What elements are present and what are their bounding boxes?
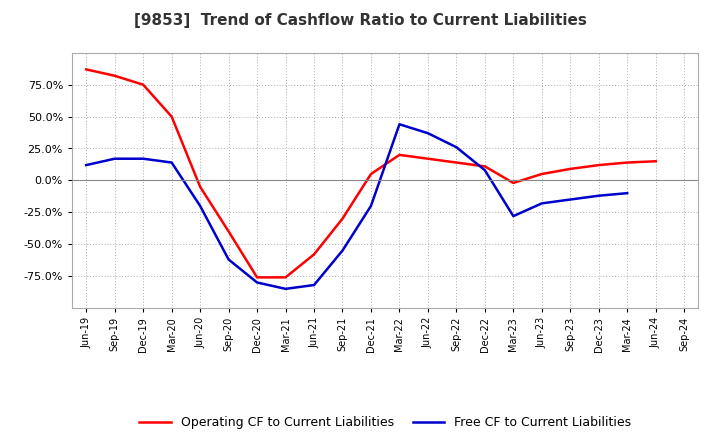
Free CF to Current Liabilities xyxy=(395,121,404,127)
Free CF to Current Liabilities xyxy=(509,213,518,219)
Operating CF to Current Liabilities xyxy=(366,171,375,176)
Free CF to Current Liabilities xyxy=(595,193,603,198)
Operating CF to Current Liabilities xyxy=(480,164,489,169)
Free CF to Current Liabilities xyxy=(225,257,233,262)
Free CF to Current Liabilities xyxy=(253,280,261,285)
Operating CF to Current Liabilities xyxy=(452,160,461,165)
Free CF to Current Liabilities xyxy=(196,203,204,209)
Free CF to Current Liabilities xyxy=(282,286,290,292)
Operating CF to Current Liabilities xyxy=(566,166,575,172)
Operating CF to Current Liabilities xyxy=(537,171,546,176)
Free CF to Current Liabilities xyxy=(167,160,176,165)
Free CF to Current Liabilities xyxy=(139,156,148,161)
Operating CF to Current Liabilities xyxy=(282,275,290,280)
Operating CF to Current Liabilities xyxy=(167,114,176,119)
Operating CF to Current Liabilities xyxy=(423,156,432,161)
Text: [9853]  Trend of Cashflow Ratio to Current Liabilities: [9853] Trend of Cashflow Ratio to Curren… xyxy=(134,13,586,28)
Operating CF to Current Liabilities xyxy=(310,252,318,257)
Operating CF to Current Liabilities xyxy=(338,216,347,221)
Free CF to Current Liabilities xyxy=(366,203,375,209)
Operating CF to Current Liabilities xyxy=(110,73,119,78)
Free CF to Current Liabilities xyxy=(566,197,575,202)
Operating CF to Current Liabilities xyxy=(225,229,233,234)
Operating CF to Current Liabilities xyxy=(623,160,631,165)
Operating CF to Current Liabilities xyxy=(139,82,148,87)
Operating CF to Current Liabilities xyxy=(82,67,91,72)
Operating CF to Current Liabilities xyxy=(253,275,261,280)
Free CF to Current Liabilities xyxy=(110,156,119,161)
Free CF to Current Liabilities xyxy=(452,145,461,150)
Free CF to Current Liabilities xyxy=(623,191,631,196)
Operating CF to Current Liabilities xyxy=(395,152,404,158)
Free CF to Current Liabilities xyxy=(338,248,347,253)
Operating CF to Current Liabilities xyxy=(196,184,204,189)
Operating CF to Current Liabilities xyxy=(652,159,660,164)
Free CF to Current Liabilities xyxy=(82,162,91,168)
Legend: Operating CF to Current Liabilities, Free CF to Current Liabilities: Operating CF to Current Liabilities, Fre… xyxy=(135,411,636,434)
Line: Operating CF to Current Liabilities: Operating CF to Current Liabilities xyxy=(86,70,656,277)
Free CF to Current Liabilities xyxy=(480,168,489,173)
Free CF to Current Liabilities xyxy=(537,201,546,206)
Free CF to Current Liabilities xyxy=(423,131,432,136)
Free CF to Current Liabilities xyxy=(310,282,318,288)
Line: Free CF to Current Liabilities: Free CF to Current Liabilities xyxy=(86,124,627,289)
Operating CF to Current Liabilities xyxy=(595,162,603,168)
Operating CF to Current Liabilities xyxy=(509,180,518,186)
